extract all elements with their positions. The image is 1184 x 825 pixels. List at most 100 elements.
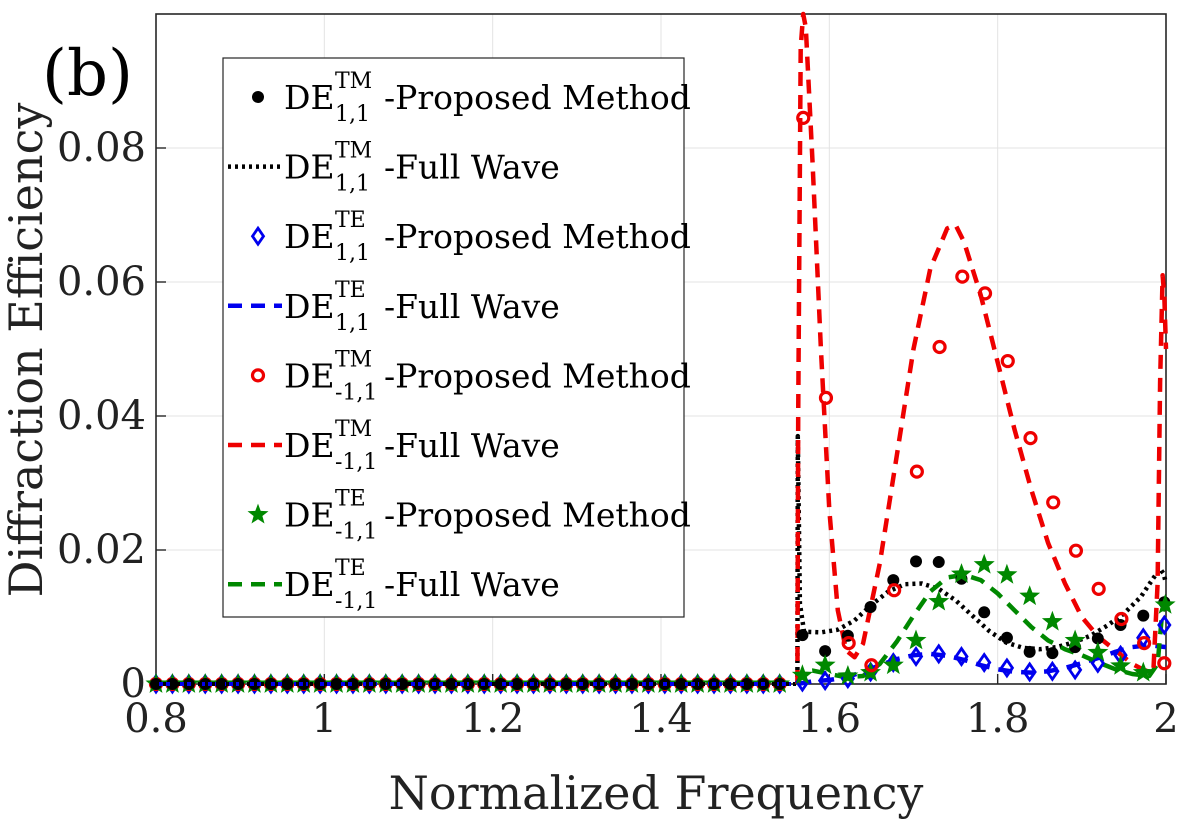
data-point xyxy=(909,464,924,479)
data-point xyxy=(1114,611,1129,627)
data-point xyxy=(1137,609,1150,622)
data-point xyxy=(814,654,836,675)
legend-label-sub: -1,1 xyxy=(335,589,377,614)
legend-swatch xyxy=(247,503,269,524)
legend-label-sup: TE xyxy=(335,208,366,233)
legend-label-base: DE xyxy=(284,565,335,604)
legend-label-suffix: -Full Wave xyxy=(384,287,560,326)
data-point xyxy=(1023,645,1036,658)
x-tick-label: 0.8 xyxy=(124,696,188,742)
legend-label-suffix: -Full Wave xyxy=(384,148,560,187)
zero-band-markers xyxy=(145,673,798,695)
legend-label-sup: TE xyxy=(335,556,366,581)
data-point xyxy=(864,658,879,673)
zero-marker-dot xyxy=(281,678,294,690)
legend-label-sup: TM xyxy=(335,347,372,372)
legend-label-sup: TM xyxy=(335,417,372,442)
legend-label-sup: TE xyxy=(335,278,366,303)
data-point xyxy=(1137,636,1152,651)
data-point xyxy=(819,645,832,658)
legend-label-sub: -1,1 xyxy=(335,450,377,475)
data-point xyxy=(1023,431,1038,446)
legend-label-base: DE xyxy=(284,78,335,117)
legend-label-sub: -1,1 xyxy=(335,520,377,545)
data-point xyxy=(973,553,995,574)
y-tick-label: 0.02 xyxy=(57,527,146,573)
zero-marker-dot xyxy=(560,678,573,690)
data-point xyxy=(796,110,811,125)
data-point xyxy=(908,646,924,668)
data-point xyxy=(1000,353,1015,369)
data-point xyxy=(1110,654,1131,675)
legend-label-suffix: -Proposed Method xyxy=(384,217,691,256)
series-7 xyxy=(795,572,1169,685)
zero-marker-dot xyxy=(330,678,343,690)
data-point xyxy=(955,269,970,284)
legend-label-base: DE xyxy=(284,217,335,256)
legend-item: DE TE -1,1 -Proposed Method xyxy=(247,487,691,545)
data-point xyxy=(932,339,947,355)
series-4 xyxy=(796,110,1172,673)
data-point xyxy=(1087,641,1109,662)
data-point xyxy=(1090,652,1106,674)
legend-box xyxy=(222,57,685,618)
data-point xyxy=(931,643,946,665)
legend-swatch xyxy=(250,225,266,247)
data-point xyxy=(1046,647,1059,660)
legend-label-base: DE xyxy=(284,356,335,395)
data-point xyxy=(841,636,856,651)
series-line xyxy=(795,433,1169,685)
legend-label-suffix: -Full Wave xyxy=(384,426,560,465)
y-tick-label: 0.08 xyxy=(57,125,146,171)
data-point xyxy=(1067,659,1083,681)
data-point xyxy=(928,590,950,611)
data-point xyxy=(951,563,972,583)
data-point xyxy=(1019,585,1041,606)
series-layer xyxy=(791,11,1176,693)
data-point xyxy=(1091,632,1104,645)
legend-item: DE TM 1,1 -Full Wave xyxy=(228,139,560,197)
zero-marker-dot xyxy=(511,678,524,690)
legend-item: DE TE -1,1 -Full Wave xyxy=(228,556,560,614)
x-tick-label: 1.4 xyxy=(629,696,693,742)
x-tick-label: 1.8 xyxy=(966,696,1030,742)
data-point xyxy=(887,583,902,598)
legend-label-suffix: -Proposed Method xyxy=(384,496,691,535)
data-point xyxy=(1157,614,1172,636)
legend-label-sup: TE xyxy=(335,487,366,512)
data-point xyxy=(818,390,834,406)
legend-label-sup: TM xyxy=(335,139,372,164)
data-point xyxy=(1064,629,1086,650)
legend-swatch xyxy=(252,91,264,103)
data-point xyxy=(954,646,969,668)
data-point xyxy=(1157,656,1172,671)
legend-item: DE TM 1,1 -Proposed Method xyxy=(252,69,691,127)
data-point xyxy=(791,664,813,685)
x-axis-label: Normalized Frequency xyxy=(389,766,924,820)
data-point xyxy=(1154,593,1176,614)
legend-item: DE TE 1,1 -Full Wave xyxy=(228,278,560,336)
data-point xyxy=(1132,661,1154,682)
data-point xyxy=(1091,581,1106,596)
panel-label: (b) xyxy=(42,37,133,111)
x-tick-label: 2 xyxy=(1153,696,1178,742)
legend-label-sup: TM xyxy=(335,69,372,94)
data-point xyxy=(1046,495,1061,510)
legend-label-sub: 1,1 xyxy=(335,172,370,197)
y-tick-label: 0.04 xyxy=(57,393,146,439)
series-1 xyxy=(795,433,1169,685)
data-point xyxy=(996,563,1018,584)
data-point xyxy=(905,629,927,650)
zero-marker-dot xyxy=(625,678,638,690)
legend-label-suffix: -Proposed Method xyxy=(384,356,691,395)
data-point xyxy=(977,652,992,674)
data-point xyxy=(882,654,904,675)
legend-label-sub: 1,1 xyxy=(335,311,370,336)
legend-label-base: DE xyxy=(284,287,335,326)
data-point xyxy=(978,606,991,619)
data-point xyxy=(910,555,923,568)
data-point xyxy=(864,600,877,613)
legend-label-suffix: -Proposed Method xyxy=(384,78,691,117)
